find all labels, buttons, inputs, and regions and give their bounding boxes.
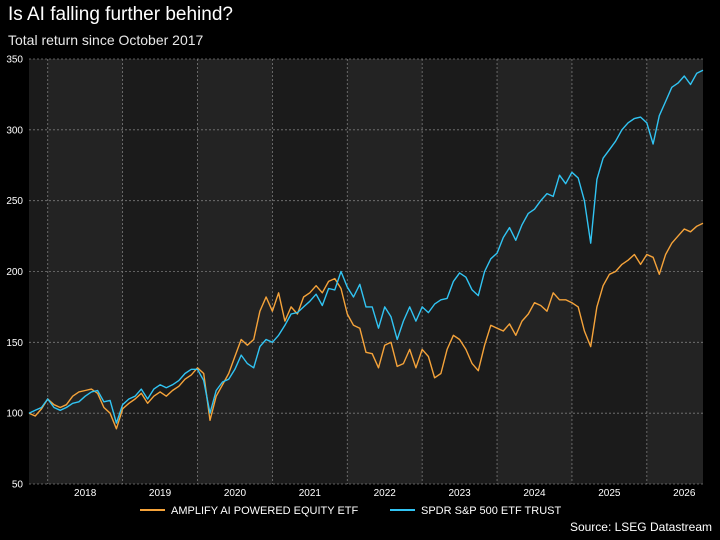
source-note: Source: LSEG Datastream bbox=[570, 520, 712, 534]
chart-subtitle: Total return since October 2017 bbox=[8, 32, 204, 48]
x-tick-label: 2019 bbox=[149, 488, 172, 499]
y-tick-label: 200 bbox=[6, 267, 23, 278]
y-tick-label: 350 bbox=[6, 55, 23, 66]
legend: AMPLIFY AI POWERED EQUITY ETF SPDR S&P 50… bbox=[140, 505, 561, 517]
x-tick-label: 2026 bbox=[673, 488, 696, 499]
x-tick-label: 2024 bbox=[523, 488, 546, 499]
series-lines bbox=[28, 69, 704, 430]
gridlines bbox=[29, 58, 703, 485]
y-axis-ticks: 50 100 150 200 250 300 350 bbox=[6, 55, 23, 491]
legend-label-1: AMPLIFY AI POWERED EQUITY ETF bbox=[171, 505, 359, 517]
x-tick-label: 2022 bbox=[374, 488, 397, 499]
y-tick-label: 300 bbox=[6, 125, 23, 136]
series-line-2 bbox=[28, 69, 704, 424]
y-tick-label: 100 bbox=[6, 409, 23, 420]
x-tick-label: 2018 bbox=[74, 488, 97, 499]
chart-title: Is AI falling further behind? bbox=[8, 4, 233, 25]
legend-label-2: SPDR S&P 500 ETF TRUST bbox=[421, 505, 561, 517]
series-line-1 bbox=[28, 222, 704, 430]
x-axis-ticks: 2018 2019 2020 2021 2022 2023 2024 2025 2026 bbox=[74, 488, 696, 499]
x-tick-label: 2020 bbox=[224, 488, 247, 499]
y-tick-label: 250 bbox=[6, 196, 23, 207]
x-tick-label: 2023 bbox=[448, 488, 471, 499]
y-tick-label: 150 bbox=[6, 338, 23, 349]
x-tick-label: 2025 bbox=[598, 488, 621, 499]
x-tick-label: 2021 bbox=[299, 488, 322, 499]
y-tick-label: 50 bbox=[12, 480, 24, 491]
